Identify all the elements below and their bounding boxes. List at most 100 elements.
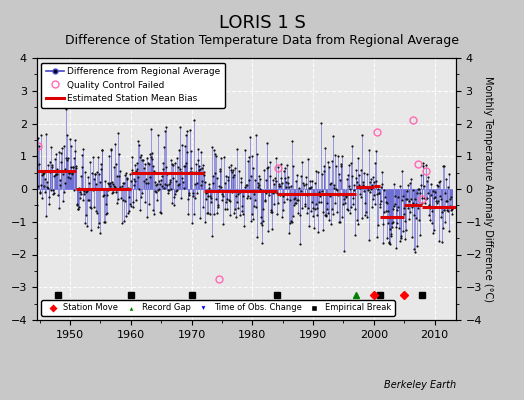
Point — [280, 168, 288, 175]
Point — [271, 177, 280, 184]
Point — [59, 143, 68, 150]
Point — [108, 179, 116, 186]
Point — [287, 218, 295, 224]
Point — [148, 207, 157, 214]
Point — [124, 209, 132, 216]
Point — [211, 150, 220, 157]
Point — [63, 174, 72, 180]
Point — [182, 160, 190, 166]
Point — [333, 186, 342, 193]
Point — [254, 180, 262, 186]
Point — [233, 146, 242, 152]
Point — [377, 198, 386, 204]
Point — [172, 178, 181, 184]
Point — [105, 182, 114, 189]
Point — [198, 177, 206, 184]
Point — [292, 178, 301, 184]
Point — [113, 200, 121, 207]
Point — [444, 171, 453, 177]
Point — [46, 169, 54, 175]
Point — [100, 219, 108, 226]
Point — [356, 194, 365, 200]
Point — [137, 193, 145, 200]
Point — [299, 191, 308, 198]
Point — [215, 182, 224, 189]
Point — [432, 204, 440, 210]
Point — [65, 170, 73, 176]
Point — [440, 162, 448, 169]
Point — [379, 240, 387, 247]
Point — [404, 205, 412, 212]
Point — [121, 198, 129, 204]
Point — [264, 164, 272, 170]
Point — [119, 180, 127, 186]
Point — [81, 169, 89, 176]
Point — [277, 161, 286, 168]
Point — [167, 157, 175, 164]
Point — [187, 165, 195, 171]
Point — [412, 214, 420, 221]
Point — [358, 182, 367, 188]
Point — [287, 183, 296, 190]
Point — [339, 153, 347, 159]
Point — [336, 219, 345, 226]
Point — [384, 220, 392, 226]
Point — [196, 149, 205, 156]
Point — [113, 172, 122, 179]
Point — [210, 147, 218, 153]
Point — [179, 185, 188, 191]
Point — [366, 189, 375, 195]
Point — [127, 178, 135, 184]
Point — [307, 208, 315, 214]
Point — [324, 216, 333, 223]
Point — [301, 202, 309, 209]
Point — [347, 160, 355, 166]
Point — [402, 188, 411, 195]
Point — [72, 202, 81, 208]
Point — [417, 171, 425, 178]
Point — [161, 123, 170, 130]
Point — [331, 200, 340, 206]
Point — [213, 210, 222, 216]
Point — [64, 155, 72, 162]
Point — [241, 184, 249, 190]
Point — [349, 194, 357, 201]
Point — [137, 151, 146, 158]
Point — [281, 165, 289, 172]
Point — [438, 208, 446, 215]
Point — [421, 196, 430, 202]
Point — [205, 180, 213, 187]
Point — [141, 180, 150, 186]
Point — [389, 219, 397, 226]
Point — [49, 191, 58, 198]
Point — [405, 216, 413, 222]
Point — [383, 200, 391, 206]
Point — [286, 196, 294, 203]
Point — [235, 188, 244, 195]
Point — [172, 188, 180, 194]
Point — [320, 167, 329, 174]
Point — [89, 154, 97, 160]
Point — [396, 182, 405, 189]
Point — [429, 194, 438, 201]
Point — [399, 211, 408, 217]
Point — [247, 173, 255, 179]
Point — [278, 180, 287, 186]
Point — [282, 162, 291, 168]
Point — [441, 218, 450, 225]
Point — [340, 248, 348, 254]
Point — [163, 190, 172, 196]
Point — [369, 174, 378, 180]
Point — [151, 179, 159, 186]
Point — [128, 167, 137, 173]
Point — [439, 224, 447, 231]
Point — [141, 161, 149, 168]
Point — [59, 198, 67, 204]
Point — [305, 178, 314, 184]
Point — [204, 210, 212, 216]
Point — [445, 228, 453, 234]
Point — [134, 174, 143, 180]
Point — [212, 196, 221, 202]
Point — [248, 153, 257, 160]
Point — [331, 152, 339, 158]
